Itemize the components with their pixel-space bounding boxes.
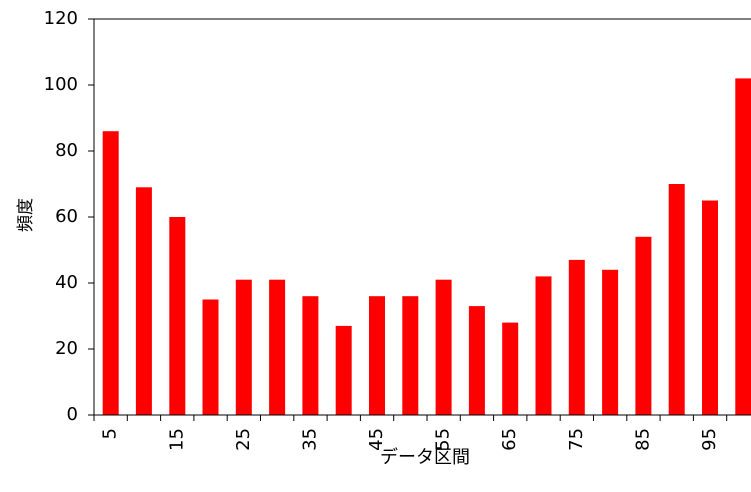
x-tick-label-45: 45 [366, 428, 387, 451]
x-tick-label-95: 95 [699, 428, 720, 451]
bar-45 [369, 296, 385, 415]
labels-layer: 0 20 40 60 80 100 120 5 15 25 35 45 55 65 75 85 95 [44, 8, 720, 451]
bar-10 [135, 187, 152, 415]
y-tick-label-60: 60 [55, 206, 78, 227]
y-axis-title: 頻度 [16, 198, 36, 232]
x-axis-title: データ区間 [380, 447, 470, 468]
bar-55 [435, 279, 452, 415]
axes-layer [88, 18, 751, 421]
x-tick-label-35: 35 [299, 428, 320, 451]
bars-layer [102, 78, 751, 416]
bar-80 [602, 269, 619, 415]
bar-100 [735, 78, 751, 416]
x-tick-label-65: 65 [499, 428, 520, 451]
bar-40 [335, 325, 352, 415]
bar-5 [102, 131, 119, 415]
bar-35 [302, 296, 319, 415]
bar-70 [535, 276, 552, 415]
x-tick-label-75: 75 [566, 428, 587, 451]
x-tick-label-5: 5 [100, 428, 121, 439]
bar-75 [568, 259, 585, 415]
x-tick-label-85: 85 [632, 428, 653, 451]
x-tick-label-25: 25 [233, 428, 254, 451]
x-tick-label-55: 55 [433, 428, 454, 451]
bar-90 [668, 184, 685, 415]
bar-60 [468, 306, 485, 415]
bar-20 [202, 299, 219, 415]
x-tick-label-15: 15 [166, 428, 187, 451]
bar-95 [702, 200, 718, 415]
bar-30 [269, 279, 286, 415]
y-tick-label-80: 80 [55, 140, 78, 161]
bar-25 [235, 279, 252, 415]
y-tick-label-20: 20 [55, 338, 78, 359]
bar-15 [169, 217, 186, 415]
bar-65 [502, 322, 519, 415]
y-tick-label-100: 100 [44, 74, 78, 95]
y-tick-label-0: 0 [67, 404, 78, 425]
y-tick-label-120: 120 [44, 8, 78, 29]
y-tick-label-40: 40 [55, 272, 78, 293]
bar-50 [402, 296, 419, 415]
bar-85 [635, 236, 652, 415]
